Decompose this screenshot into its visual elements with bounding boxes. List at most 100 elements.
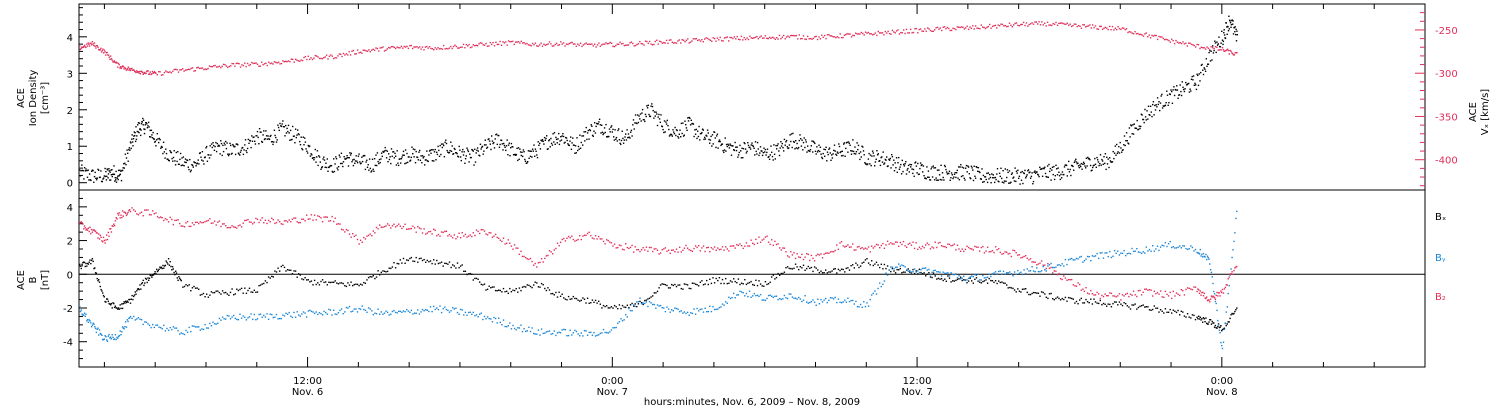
- vx-point: [478, 43, 480, 45]
- bz-point: [894, 241, 897, 243]
- density-point: [1176, 85, 1178, 87]
- bz-point: [847, 244, 849, 246]
- density-point: [1096, 156, 1098, 159]
- density-point: [495, 133, 498, 135]
- bz-point: [320, 217, 322, 219]
- density-point: [1144, 116, 1147, 118]
- density-point: [324, 166, 326, 168]
- bz-point: [842, 245, 844, 247]
- bx-point: [336, 282, 338, 284]
- bz-point: [980, 246, 982, 249]
- vx-point: [1192, 44, 1194, 46]
- bz-point: [580, 238, 582, 241]
- bx-point: [893, 270, 895, 272]
- by-point: [98, 334, 100, 336]
- bz-point: [100, 236, 102, 238]
- vx-point: [1178, 42, 1180, 44]
- density-point: [948, 172, 950, 175]
- vx-point: [1069, 23, 1071, 25]
- bx-point: [1080, 297, 1082, 300]
- density-point: [791, 146, 793, 149]
- bx-point: [434, 263, 436, 265]
- density-point: [615, 138, 617, 140]
- density-point: [689, 117, 691, 119]
- by-point: [463, 314, 465, 316]
- density-point: [467, 150, 470, 153]
- vx-point: [261, 61, 263, 63]
- bx-point: [228, 294, 230, 296]
- density-point: [964, 179, 966, 181]
- vx-point: [303, 56, 305, 59]
- bx-point: [447, 263, 449, 265]
- vx-point: [82, 46, 84, 48]
- density-point: [686, 129, 688, 131]
- density-point: [340, 152, 343, 154]
- vx-point: [860, 31, 862, 34]
- bottom-left-tick-label: -4: [63, 338, 73, 349]
- vx-point: [204, 68, 206, 70]
- bx-point: [637, 303, 640, 305]
- by-point: [825, 297, 827, 300]
- density-point: [1155, 104, 1157, 106]
- density-point: [452, 153, 455, 155]
- bx-point: [618, 304, 621, 306]
- by-point: [1136, 248, 1138, 250]
- by-point: [304, 312, 306, 314]
- density-point: [143, 132, 146, 135]
- density-point: [703, 138, 705, 141]
- by-point: [640, 303, 643, 305]
- bx-point: [785, 267, 787, 269]
- vx-point: [1180, 42, 1183, 45]
- vx-point: [166, 71, 168, 73]
- density-point: [1135, 127, 1138, 130]
- bx-point: [872, 264, 874, 267]
- bx-point: [609, 307, 611, 309]
- density-point: [613, 136, 615, 138]
- bz-point: [477, 230, 479, 233]
- vx-point: [227, 66, 229, 69]
- density-point: [761, 154, 764, 157]
- density-point: [574, 152, 576, 154]
- bx-point: [84, 265, 86, 268]
- vx-point: [348, 51, 350, 53]
- bz-point: [844, 246, 846, 248]
- bz-point: [625, 243, 627, 245]
- density-point: [261, 140, 263, 143]
- by-point: [755, 294, 757, 297]
- bx-point: [988, 277, 990, 280]
- density-point: [850, 153, 853, 155]
- bz-point: [94, 230, 96, 232]
- bx-point: [1210, 323, 1213, 325]
- by-point: [90, 326, 93, 328]
- density-point: [755, 150, 757, 153]
- density-point: [1152, 101, 1155, 103]
- by-point: [561, 329, 563, 331]
- by-point: [326, 313, 328, 315]
- by-point: [282, 314, 284, 316]
- bz-point: [472, 232, 474, 234]
- by-point: [607, 332, 609, 334]
- by-point: [764, 299, 767, 302]
- vx-point: [893, 31, 895, 33]
- density-point: [1221, 30, 1223, 32]
- density-point: [386, 150, 388, 152]
- vx-point: [756, 35, 758, 38]
- bz-point: [1090, 289, 1092, 292]
- by-point: [833, 298, 835, 300]
- bz-point: [915, 242, 917, 244]
- density-point: [782, 147, 784, 149]
- bx-point: [167, 258, 170, 260]
- bz-point: [448, 233, 451, 236]
- vx-point: [713, 37, 716, 40]
- bz-point: [79, 221, 82, 223]
- bx-point: [90, 262, 92, 265]
- by-point: [926, 269, 928, 271]
- bz-point: [888, 243, 890, 245]
- density-point: [1227, 26, 1229, 28]
- bx-point: [679, 284, 681, 286]
- by-point: [1174, 247, 1176, 249]
- density-point: [86, 169, 88, 172]
- density-point: [591, 134, 594, 137]
- bz-point: [1152, 295, 1154, 297]
- by-point: [280, 317, 282, 320]
